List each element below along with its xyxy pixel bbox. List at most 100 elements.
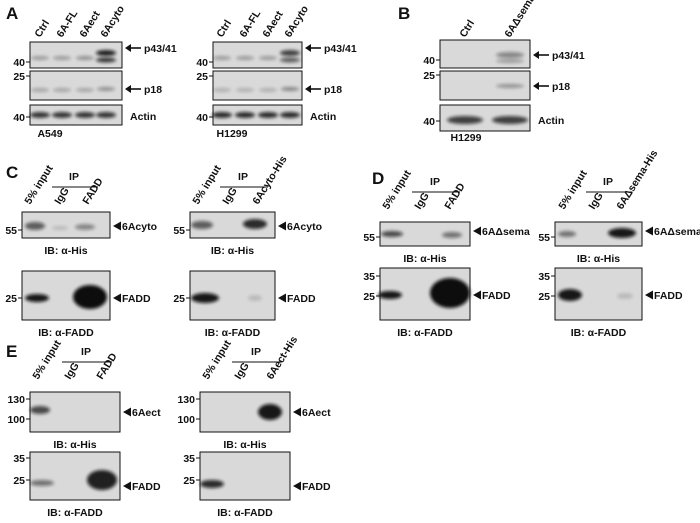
mw-marker: 35	[183, 453, 195, 465]
cell-line: H1299	[451, 132, 482, 144]
arrowhead-triangle	[113, 221, 121, 231]
band	[442, 232, 462, 238]
arrowhead-triangle	[278, 221, 286, 231]
cell-line: H1299	[217, 128, 248, 140]
band	[236, 88, 254, 92]
band	[53, 88, 71, 92]
band	[191, 221, 213, 229]
mw-marker: 130	[177, 394, 195, 406]
band	[213, 88, 231, 92]
ib-label: IB: α-His	[403, 253, 446, 265]
band-label: Actin	[310, 111, 336, 123]
band	[73, 285, 107, 309]
lane-label: IgG	[52, 185, 71, 206]
ib-label: IB: α-His	[53, 439, 96, 451]
band	[496, 84, 524, 88]
blot-strip	[29, 70, 123, 101]
lane-label: FADD	[94, 351, 120, 382]
ip-label: IP	[430, 176, 440, 188]
lane-label: 6Aect	[260, 9, 286, 40]
arrowhead-triangle	[123, 481, 131, 491]
band	[280, 50, 300, 56]
arrow-head	[533, 82, 539, 90]
band	[31, 56, 49, 60]
band-label: p43/41	[324, 43, 357, 55]
band	[30, 112, 50, 118]
panel-label: A	[6, 4, 18, 23]
lane-label: 5% input	[22, 163, 56, 207]
mw-marker: 25	[13, 71, 25, 83]
ib-label: IB: α-His	[44, 245, 87, 257]
band	[447, 116, 483, 124]
band	[258, 404, 282, 420]
mw-marker: 25	[423, 70, 435, 82]
ib-label: IB: α-FADD	[205, 327, 261, 339]
panel-label: D	[372, 169, 384, 188]
lane-label: IgG	[62, 360, 81, 381]
lane-label: 6Acyto-His	[250, 154, 289, 207]
band-label: Actin	[130, 111, 156, 123]
band-label: 6Acyto	[287, 221, 322, 233]
band	[25, 222, 45, 230]
mw-marker: 25	[13, 475, 25, 487]
band-label: p18	[324, 84, 342, 96]
band	[200, 480, 224, 488]
mw-marker: 40	[423, 55, 435, 67]
mw-marker: 40	[423, 116, 435, 128]
arrow-head	[305, 85, 311, 93]
arrowhead-triangle	[293, 481, 301, 491]
blot-strip	[212, 70, 303, 101]
band	[236, 56, 254, 60]
arrowhead-triangle	[645, 290, 653, 300]
ib-label: IB: α-FADD	[38, 327, 94, 339]
lane-label: Ctrl	[214, 18, 234, 40]
ip-label: IP	[69, 171, 79, 183]
band-label: p43/41	[552, 50, 585, 62]
panel-label: E	[6, 342, 17, 361]
ip-label: IP	[81, 346, 91, 358]
lane-label: 6AΔsema	[502, 0, 538, 40]
arrowhead-triangle	[473, 290, 481, 300]
cell-line: A549	[37, 128, 62, 140]
lane-label: 6Aect-His	[264, 334, 300, 382]
lane-label: 6Acyto	[98, 4, 127, 40]
band	[213, 56, 231, 60]
mw-marker: 55	[173, 225, 185, 237]
band-label: 6Aect	[132, 407, 161, 419]
mw-marker: 35	[13, 453, 25, 465]
band-label: FADD	[654, 290, 683, 302]
band	[52, 112, 72, 118]
band-label: 6AΔsema	[654, 226, 700, 238]
band-label: 6AΔsema	[482, 226, 530, 238]
band	[496, 59, 524, 63]
arrow-head	[305, 44, 311, 52]
mw-marker: 25	[173, 293, 185, 305]
mw-marker: 40	[196, 112, 208, 124]
lane-label: 5% input	[200, 338, 234, 382]
band-label: 6Aect	[302, 407, 331, 419]
band	[381, 231, 403, 237]
mw-marker: 25	[363, 291, 375, 303]
band	[248, 295, 262, 301]
lane-label: IgG	[412, 190, 431, 211]
lane-label: FADD	[80, 176, 106, 207]
band	[243, 219, 267, 229]
band	[96, 50, 116, 56]
band-label: p18	[552, 81, 570, 93]
band	[96, 112, 116, 118]
ib-label: IB: α-FADD	[47, 507, 103, 518]
mw-marker: 25	[183, 475, 195, 487]
band	[259, 88, 277, 92]
panel-label: C	[6, 163, 18, 182]
mw-marker: 40	[13, 57, 25, 69]
band	[378, 291, 402, 299]
lane-label: 5% input	[556, 168, 590, 212]
panel-label: B	[398, 4, 410, 23]
mw-marker: 55	[5, 225, 17, 237]
mw-marker: 25	[5, 293, 17, 305]
band	[76, 88, 94, 92]
mw-marker: 25	[538, 291, 550, 303]
band	[259, 56, 277, 60]
lane-label: 6A-FL	[237, 8, 263, 40]
mw-marker: 40	[196, 57, 208, 69]
